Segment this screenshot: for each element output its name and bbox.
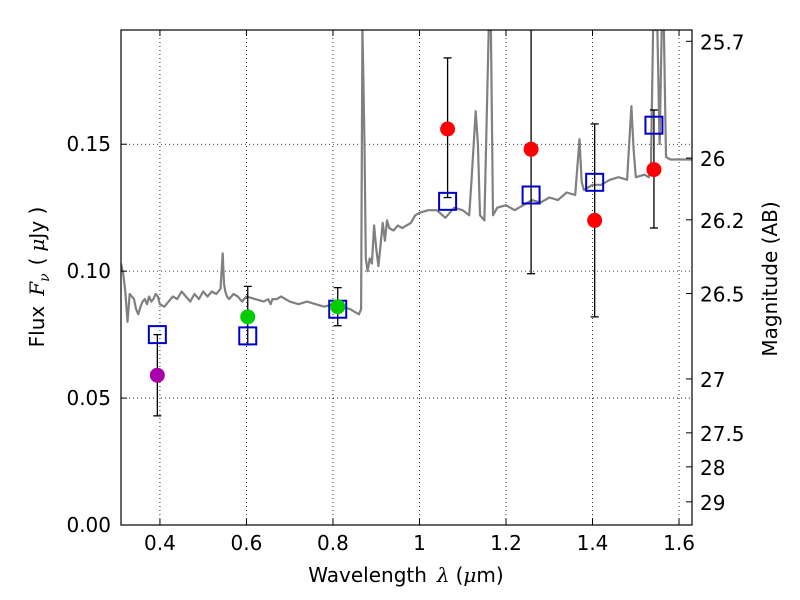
y-tick-label: 0.05	[66, 386, 111, 410]
observed-point-circle	[440, 121, 456, 137]
error-bars	[153, 30, 658, 417]
spectrum-series	[121, 30, 692, 323]
y2-tick-label: 27	[700, 368, 725, 392]
x-tick-label: 0.6	[231, 531, 263, 555]
observed-point-circle	[523, 141, 539, 157]
observed-points	[149, 121, 662, 383]
y2-axis-label: Magnitude (AB)	[758, 201, 782, 356]
model-point-square	[644, 115, 664, 135]
y-tick-label: 0.00	[66, 513, 111, 537]
observed-point-circle	[587, 212, 603, 228]
observed-point-circle	[149, 367, 165, 383]
grid-lines	[121, 30, 692, 525]
observed-point-circle	[646, 162, 662, 178]
y2-tick-label: 26.2	[700, 209, 745, 233]
y-tick-label: 0.10	[66, 259, 111, 283]
model-point-square	[438, 191, 458, 211]
x-tick-label: 1.2	[490, 531, 522, 555]
y-tick-label: 0.15	[66, 132, 111, 156]
spectrum-line	[121, 30, 692, 323]
y2-tick-label: 29	[700, 491, 725, 515]
x-tick-label: 0.8	[317, 531, 349, 555]
model-point-square	[147, 325, 167, 345]
y2-tick-label: 25.7	[700, 30, 745, 54]
y2-tick-label: 26	[700, 147, 725, 171]
model-point-square	[521, 185, 541, 205]
y2-tick-label: 28	[700, 456, 725, 480]
x-tick-label: 1.6	[663, 531, 695, 555]
model-point-square	[585, 172, 605, 192]
observed-point-circle	[240, 309, 256, 325]
x-tick-label: 0.4	[144, 531, 176, 555]
y-axis-label: FluxFν(μJy )	[25, 207, 53, 348]
x-tick-label: 1.4	[577, 531, 609, 555]
observed-point-circle	[330, 299, 346, 315]
x-axis-label: Wavelength λ (μm)	[308, 563, 503, 587]
axis-ticks: 0.4 0.6 0.8 1 1.2 1.4 1.6 0.00 0.05 0.10 0.15 25.7 2…	[66, 30, 745, 555]
plot-frame	[120, 29, 693, 526]
model-points	[147, 115, 664, 346]
y2-tick-label: 26.5	[700, 282, 745, 306]
y2-tick-label: 27.5	[700, 422, 745, 446]
model-point-square	[238, 326, 258, 346]
x-tick-label: 1	[413, 531, 426, 555]
